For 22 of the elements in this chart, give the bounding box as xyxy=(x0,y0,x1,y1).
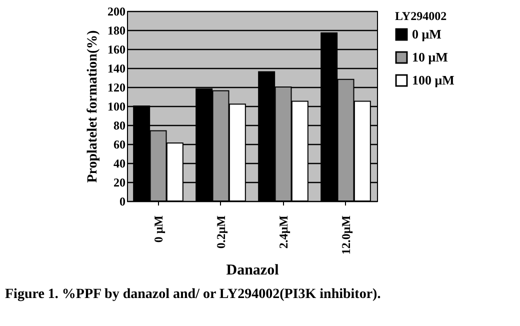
legend-title: LY294002 xyxy=(395,9,447,23)
x-axis-title: Danazol xyxy=(226,262,279,279)
legend-label: 100 μM xyxy=(412,72,454,88)
y-tick-label: 0 xyxy=(120,194,126,208)
y-tick-label: 80 xyxy=(114,118,126,132)
y-tick-label: 20 xyxy=(114,176,126,190)
y-tick-label: 120 xyxy=(108,80,126,94)
x-tick-label: 12.0μM xyxy=(338,216,353,255)
y-tick-label: 40 xyxy=(114,156,126,170)
caption: Figure 1. %PPF by danazol and/ or LY294002(PI3K inhibitor). xyxy=(5,287,381,302)
y-tick-label: 160 xyxy=(108,42,126,56)
x-tick-label: 0.2μM xyxy=(214,216,228,249)
y-axis-title: Proplatelet formation(%) xyxy=(86,30,100,183)
legend-label: 0 μM xyxy=(412,26,442,42)
legend-label: 10 μM xyxy=(412,50,448,64)
y-tick-label: 200 xyxy=(108,4,126,18)
x-tick-label: 2.4μM xyxy=(276,216,290,249)
y-tick-label: 100 xyxy=(108,100,126,114)
y-tick-label: 140 xyxy=(108,62,126,76)
y-tick-label: 180 xyxy=(108,24,126,38)
x-tick-label: 0 μM xyxy=(151,216,166,243)
y-tick-label: 60 xyxy=(114,138,126,152)
